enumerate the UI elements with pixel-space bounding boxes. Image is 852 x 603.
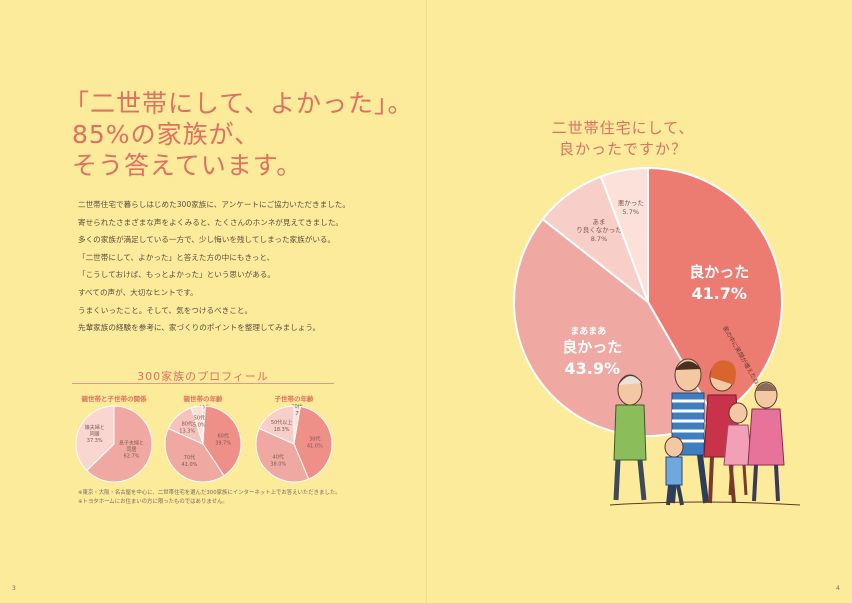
pie-slice-label: 悪かった — [618, 199, 644, 207]
pie-slice-label: 20代 — [291, 404, 302, 410]
pie-slice-value: 38.0% — [270, 461, 286, 467]
pie-slice-label: 同居 — [90, 431, 100, 437]
page-fold — [426, 0, 427, 603]
question-line-1: 二世帯住宅にして、 — [551, 119, 695, 137]
pie-slice-value: 13.3% — [179, 428, 195, 434]
pie-slice-label: 50代以上 — [271, 419, 292, 426]
pie-slice — [258, 405, 295, 445]
main-pie-chart: 良かった41.7%まあまあ良かった43.9%あまり良くなかった8.7%悪かった5… — [513, 166, 783, 437]
pie-slice-label: 30代 — [309, 436, 320, 443]
pie-slice-label: まあまあ — [570, 326, 606, 337]
headline: 「二世帯にして、よかった」。 85%の家族が、 そう答えています。 — [64, 88, 414, 181]
page-number-left: 3 — [12, 585, 16, 592]
pie-slice-label: 同居 — [126, 447, 136, 453]
pie-slice — [513, 217, 717, 437]
pie-slice-label: 娘夫婦と — [85, 424, 105, 431]
intro-paragraph: 先輩家族の経験を参考に、家づくりのポイントを整理してみましょう。 — [78, 323, 321, 333]
pie-slice — [164, 427, 225, 483]
pie-slice-label: 80代 — [182, 420, 193, 427]
pie-slice — [647, 166, 783, 420]
pie-slice-label: り良くなかった — [576, 225, 622, 234]
pie-slice-label: 良かった — [689, 263, 749, 281]
intro-paragraph: 寄せられたさまざまな声をよくみると、たくさんのホンネが見えてきました。 — [78, 217, 344, 227]
mini-chart-title-parent-age: 親世帯の年齢 — [183, 395, 223, 403]
family-illustration-figures — [609, 358, 801, 506]
pie-slice-value: 41.0% — [307, 444, 323, 450]
intro-paragraph: 二世帯住宅で暮らしはじめた300家族に、アンケートにご協力いただきました。 — [78, 200, 350, 209]
family-illustration — [609, 358, 801, 506]
pie-slice — [190, 405, 204, 445]
footnote-line-2: ※トヨタホームにお住まいの方に限ったものではありません。 — [78, 499, 228, 505]
pie-slice — [86, 405, 153, 483]
pie-slice-label: 40代 — [198, 404, 209, 411]
pie-slice-label: 40代 — [273, 453, 284, 460]
pie-slice-value: 8.7% — [591, 235, 608, 243]
headline-line-2: 85%の家族が、 — [72, 120, 261, 149]
pie-slice-value: 5.0% — [193, 423, 206, 429]
pie-slice-value: 41.0% — [182, 462, 198, 468]
question-title: 二世帯住宅にして、 良かったですか？ — [548, 118, 698, 160]
pie-slice-value: 62.7% — [124, 453, 140, 459]
pie-slice — [75, 405, 115, 472]
profile-title: 300家族のプロフィール — [137, 370, 269, 383]
pie-slice-label: 70代 — [184, 454, 195, 461]
pie-slice — [255, 427, 310, 483]
intro-paragraph: 「二世帯にして、よかった」と答えた方の中にもきっと、 — [78, 252, 275, 262]
pie-slice-label: あま — [592, 218, 605, 226]
footnote: ※東京・大阪・名古屋を中心に、二世帯住宅を選んだ300家族にインターネット上でお… — [78, 489, 341, 507]
headline-line-3: そう答えています。 — [72, 151, 303, 180]
pie-slice — [599, 166, 649, 303]
pie-slice-label: 60代 — [218, 433, 229, 440]
pie-slice-value: 18.3% — [274, 427, 290, 433]
intro-paragraph: すべての声が、大切なヒントです。 — [78, 287, 198, 297]
pie-slice-value: 41.7% — [691, 284, 747, 303]
pie-slice-value: 43.9% — [565, 359, 621, 378]
profile-divider — [72, 383, 334, 384]
pie-slice-label: 息子夫婦と — [119, 439, 144, 446]
question-line-2: 良かったですか？ — [558, 140, 687, 158]
pie-slice-value: 39.7% — [215, 441, 231, 447]
pie-slice-label: 良かった — [562, 338, 622, 356]
pie-slice-value: 5.7% — [623, 208, 640, 216]
mini-chart-title-relationship: 親世帯と子世帯の関係 — [81, 395, 147, 403]
pie-slice-value: 2.7% — [291, 411, 304, 417]
pie-slice-value: 37.3% — [87, 438, 103, 444]
pie-slice — [293, 405, 333, 480]
pie-slice-label: 50代 — [194, 415, 205, 422]
headline-line-1: 「二世帯にして、よかった」。 — [64, 89, 414, 118]
footnote-line-1: ※東京・大阪・名古屋を中心に、二世帯住宅を選んだ300家族にインターネット上でお… — [78, 490, 341, 496]
page-number-right: 4 — [836, 585, 840, 592]
intro-paragraph: 多くの家族が満足している一方で、少し悔いを残してしまった家族がいる。 — [78, 235, 336, 245]
mini-chart-title-child-age: 子世帯の年齢 — [274, 395, 314, 403]
pie-slice-value: 1.0% — [198, 412, 211, 418]
intro-text: 二世帯住宅で暮らしはじめた300家族に、アンケートにご協力いただきました。 寄せ… — [78, 196, 408, 337]
intro-paragraph: うまくいったこと。そして、気をつけるべきこと。 — [78, 305, 253, 315]
intro-paragraph: 「こうしておけば、もっとよかった」という思いがある。 — [78, 270, 275, 280]
